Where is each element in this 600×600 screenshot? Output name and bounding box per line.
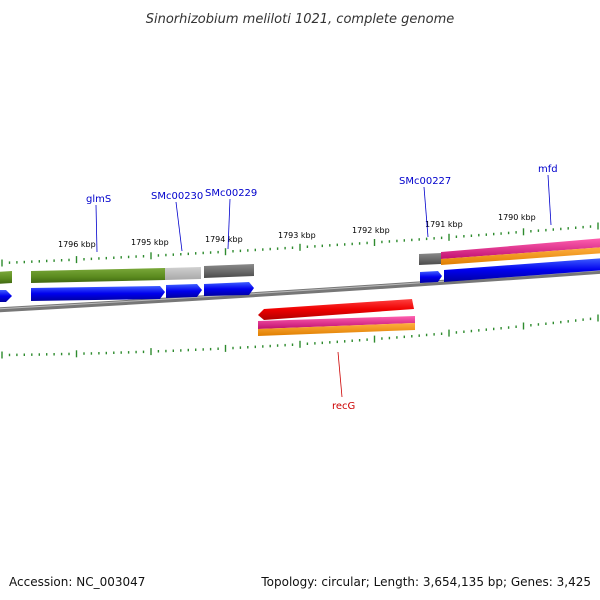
- forward-feature-track: [0, 238, 600, 284]
- grey-feature: [204, 264, 254, 278]
- grey-feature: [419, 253, 441, 265]
- leader-SMc00230: [175, 201, 183, 252]
- leader-SMc00229: [227, 198, 231, 250]
- genome-backbone: [0, 268, 600, 313]
- gene-arrow-glmS[interactable]: [31, 286, 165, 301]
- outer-tick-ring: [1, 222, 599, 267]
- inner-tick-ring: [1, 314, 599, 359]
- ruler-label: 1790 kbp: [498, 213, 536, 222]
- gene-arrow-recG[interactable]: [258, 299, 414, 320]
- green-feature: [31, 268, 165, 283]
- magenta-feature: [258, 316, 415, 329]
- ruler-label: 1791 kbp: [425, 220, 463, 229]
- leader-SMc00227: [423, 186, 429, 238]
- ruler-label: 1792 kbp: [352, 226, 390, 235]
- ruler-label: 1796 kbp: [58, 240, 96, 249]
- forward-gene-track: [0, 258, 600, 302]
- genome-summary-text: Topology: circular; Length: 3,654,135 bp…: [260, 575, 591, 589]
- reverse-feature-track: [258, 299, 415, 336]
- gene-arrow: [0, 290, 12, 302]
- leader-mfd: [547, 174, 552, 226]
- accession-text: Accession: NC_003047: [9, 575, 145, 589]
- gene-label-glmS[interactable]: glmS: [86, 194, 111, 205]
- ruler-label: 1793 kbp: [278, 231, 316, 240]
- gene-label-SMc00229[interactable]: SMc00229: [205, 188, 257, 199]
- label-leaders: [95, 174, 552, 398]
- gene-label-SMc00230[interactable]: SMc00230: [151, 191, 203, 202]
- leader-glmS: [95, 204, 98, 253]
- gene-label-mfd[interactable]: mfd: [538, 164, 558, 175]
- orange-feature: [441, 247, 600, 265]
- orange-feature: [258, 323, 415, 336]
- ruler-label: 1795 kbp: [131, 238, 169, 247]
- gene-label-recG[interactable]: recG: [332, 401, 355, 412]
- magenta-feature: [441, 238, 600, 259]
- gene-labels: glmS SMc00230 SMc00229 SMc00227 mfd recG: [86, 164, 558, 412]
- gene-label-SMc00227[interactable]: SMc00227: [399, 176, 451, 187]
- map-title: Sinorhizobium meliloti 1021, complete ge…: [146, 12, 455, 27]
- light-grey-feature: [165, 267, 201, 280]
- gene-arrow-SMc00230[interactable]: [166, 284, 202, 298]
- gene-arrow-SMc00227[interactable]: [420, 271, 442, 283]
- gene-arrow-SMc00229[interactable]: [204, 282, 254, 296]
- ruler-label: 1794 kbp: [205, 235, 243, 244]
- green-feature: [0, 271, 12, 284]
- leader-recG: [337, 351, 343, 398]
- ruler-labels: 1796 kbp 1795 kbp 1794 kbp 1793 kbp 1792…: [58, 213, 536, 249]
- gene-arrow-mfd[interactable]: [444, 258, 600, 282]
